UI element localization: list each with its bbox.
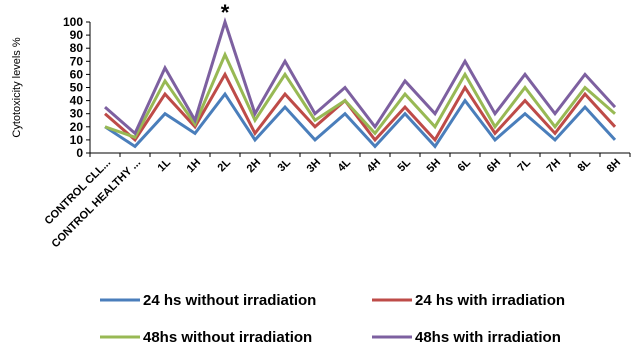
x-tick-label: 8L <box>576 156 594 174</box>
series-line-3 <box>104 51 616 140</box>
x-tick-label: 4L <box>336 156 354 174</box>
y-tick-label: 60 <box>70 67 84 81</box>
x-tick-label: 1H <box>185 157 203 175</box>
x-tick-label: 2H <box>245 157 263 175</box>
y-tick-label: 20 <box>70 120 84 134</box>
series-line-1 <box>104 91 617 149</box>
x-tick-label: 3H <box>305 157 323 175</box>
x-tick-label: 6L <box>456 156 474 174</box>
x-tick-label: 6H <box>485 157 503 175</box>
y-tick-label: 40 <box>70 94 84 108</box>
y-tick-label: 30 <box>70 107 84 121</box>
series-layer <box>104 17 617 149</box>
legend-label-4: 48hs with irradiation <box>415 329 561 346</box>
legend-label-3: 48hs without irradiation <box>143 329 312 346</box>
x-tick-label: 1L <box>156 156 174 174</box>
series-line-4 <box>104 17 617 136</box>
y-tick-label: 70 <box>70 54 84 68</box>
y-tick-label: 100 <box>63 15 83 29</box>
x-tick-label: 4H <box>365 157 383 175</box>
legend: 24 hs without irradiation 24 hs with irra… <box>100 292 565 346</box>
x-tick-label: 5H <box>425 157 443 175</box>
y-tick-label: 50 <box>70 81 84 95</box>
x-tick-label: 5L <box>396 156 414 174</box>
x-tick-label: 7L <box>516 156 534 174</box>
y-tick-label: 90 <box>70 28 84 42</box>
y-tick-label: 0 <box>76 146 83 160</box>
x-tick-label: 3L <box>276 156 294 174</box>
x-tick-label: 8H <box>605 157 623 175</box>
x-tick-label: 2L <box>216 156 234 174</box>
y-axis-title: Cytotoxicity levels % <box>11 37 23 137</box>
legend-label-1: 24 hs without irradiation <box>143 292 316 309</box>
y-tick-label: 10 <box>70 133 84 147</box>
series-line-2 <box>104 71 617 143</box>
x-tick-label: 7H <box>545 157 563 175</box>
axes-layer <box>86 21 631 157</box>
y-tick-label: 80 <box>70 41 84 55</box>
significance-marker: * <box>221 0 230 25</box>
legend-label-2: 24 hs with irradiation <box>415 292 565 309</box>
